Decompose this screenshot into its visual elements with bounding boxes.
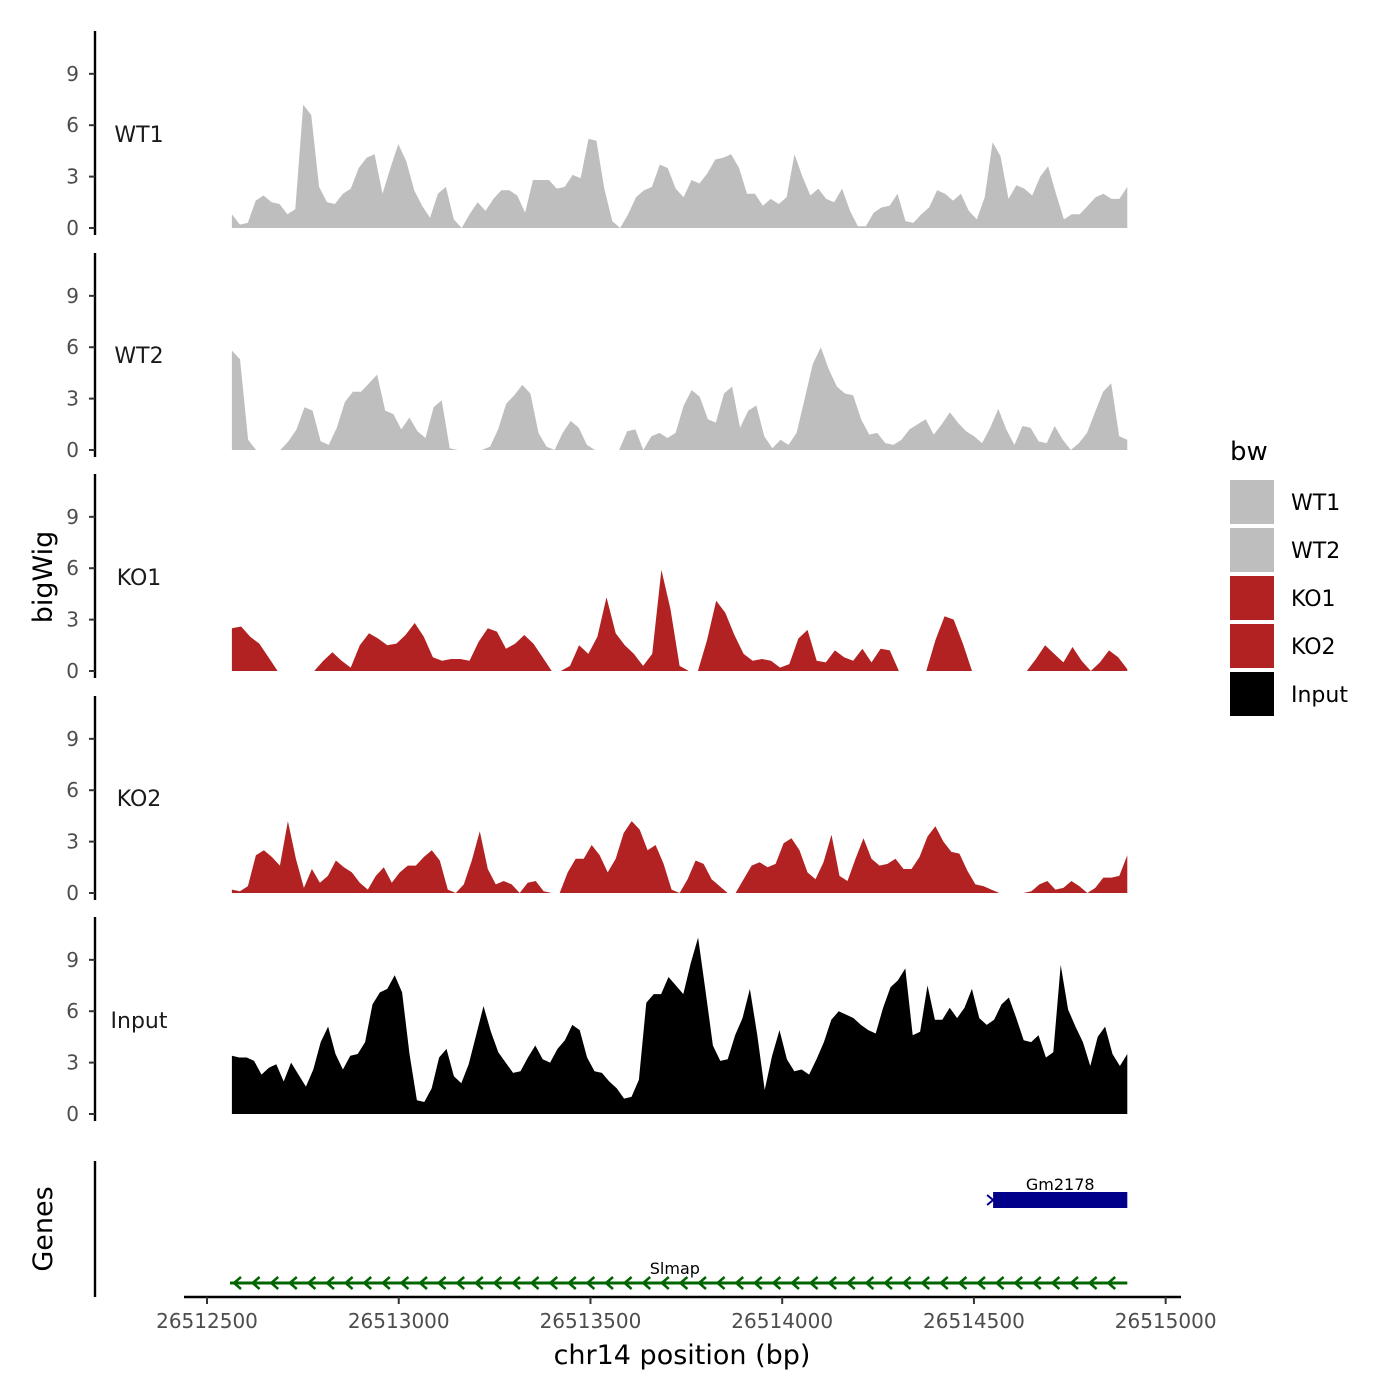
legend-swatch-ko2 bbox=[1230, 624, 1274, 668]
track-area-ko2 bbox=[231, 821, 1128, 893]
y-tick-label: 0 bbox=[66, 216, 79, 240]
legend-title: bw bbox=[1230, 437, 1268, 467]
y-tick-label: 6 bbox=[66, 556, 79, 580]
y-tick-label: 0 bbox=[66, 659, 79, 683]
track-label-ko2: KO2 bbox=[117, 787, 162, 812]
y-tick-label: 6 bbox=[66, 778, 79, 802]
legend-label-wt1: WT1 bbox=[1291, 491, 1340, 516]
y-tick-label: 3 bbox=[66, 608, 79, 632]
y-tick-label: 0 bbox=[66, 438, 79, 462]
x-tick-label: 26514500 bbox=[923, 1309, 1025, 1333]
x-tick-label: 26512500 bbox=[156, 1309, 258, 1333]
tracks: 0 3 6 9 0 3 6 9 0 3 6 9 0 3 6 9 0 3 6 9 bbox=[66, 31, 1128, 1126]
x-tick-label: 26515000 bbox=[1115, 1309, 1217, 1333]
y-tick-label: 0 bbox=[66, 881, 79, 905]
legend-label-input: Input bbox=[1291, 683, 1348, 708]
track-area-input bbox=[231, 937, 1128, 1114]
track-area-ko1 bbox=[231, 569, 1128, 671]
x-axis: 26512500 26513000 26513500 26514000 26514500… bbox=[156, 1297, 1217, 1333]
gene-label-slmap: Slmap bbox=[650, 1259, 700, 1278]
y-tick-label: 3 bbox=[66, 387, 79, 411]
y-tick-label: 3 bbox=[66, 165, 79, 189]
genes-panel: Gm2178 Slmap bbox=[93, 1161, 1128, 1297]
y-tick-label: 6 bbox=[66, 999, 79, 1023]
legend-label-ko1: KO1 bbox=[1291, 587, 1336, 612]
gene-gm2178-strand-marker bbox=[986, 1194, 995, 1206]
genes-axis-title: Genes bbox=[28, 1186, 59, 1271]
y-tick-label: 6 bbox=[66, 113, 79, 137]
gene-slmap-strand-arrows bbox=[232, 1276, 1117, 1290]
y-tick-label: 9 bbox=[66, 284, 79, 308]
track-area-wt2 bbox=[231, 347, 1128, 450]
y-tick-label: 9 bbox=[66, 62, 79, 86]
y-tick-label: 3 bbox=[66, 1051, 79, 1075]
track-label-input: Input bbox=[111, 1009, 168, 1034]
legend-swatch-wt2 bbox=[1230, 528, 1274, 572]
track-area-wt1 bbox=[231, 104, 1128, 228]
legend-swatch-wt1 bbox=[1230, 480, 1274, 524]
y-axis-title: bigWig bbox=[28, 531, 59, 624]
track-label-wt1: WT1 bbox=[114, 123, 163, 148]
legend-label-wt2: WT2 bbox=[1291, 539, 1340, 564]
track-label-wt2: WT2 bbox=[114, 344, 163, 369]
x-tick-label: 26514000 bbox=[731, 1309, 833, 1333]
legend: WT1 WT2 KO1 KO2 Input bbox=[1230, 480, 1348, 716]
legend-label-ko2: KO2 bbox=[1291, 635, 1336, 660]
legend-swatch-input bbox=[1230, 672, 1274, 716]
y-tick-label: 6 bbox=[66, 335, 79, 359]
gene-gm2178-exon bbox=[993, 1192, 1128, 1208]
y-tick-label: 9 bbox=[66, 727, 79, 751]
y-tick-label: 3 bbox=[66, 830, 79, 854]
y-tick-label: 9 bbox=[66, 505, 79, 529]
x-tick-label: 26513500 bbox=[540, 1309, 642, 1333]
legend-swatch-ko1 bbox=[1230, 576, 1274, 620]
track-label-ko1: KO1 bbox=[117, 566, 162, 591]
gene-label-gm2178: Gm2178 bbox=[1026, 1175, 1095, 1194]
y-tick-label: 0 bbox=[66, 1102, 79, 1126]
y-tick-label: 9 bbox=[66, 948, 79, 972]
x-tick-label: 26513000 bbox=[348, 1309, 450, 1333]
x-axis-title: chr14 position (bp) bbox=[554, 1340, 811, 1371]
